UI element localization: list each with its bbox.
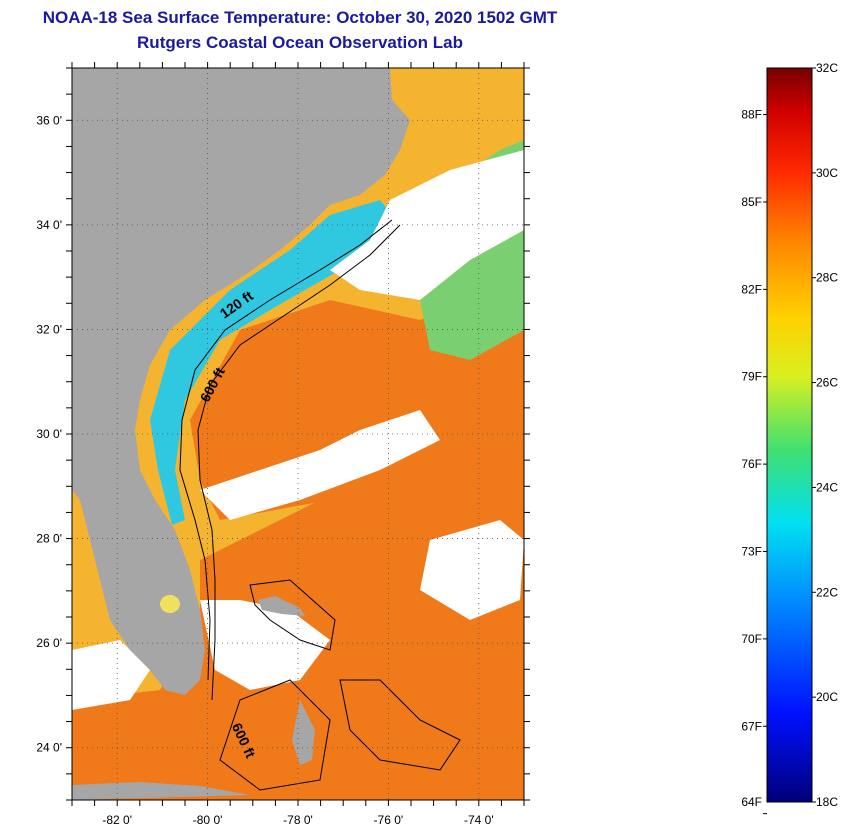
page-title: NOAA-18 Sea Surface Temperature: October… <box>42 8 558 27</box>
axis-ticks <box>66 62 530 806</box>
lat-tick-label: 26 0' <box>36 636 62 650</box>
colorbar-fahrenheit-labels: 88F 85F 82F 79F 76F 73F 70F 67F 64F <box>741 108 767 815</box>
cloud-mask <box>420 520 524 620</box>
land-mass-us <box>72 68 410 695</box>
colorbar-f-label: 70F <box>741 632 762 646</box>
colorbar-c-label: 30C <box>816 166 838 180</box>
colorbar-f-label: 64F <box>741 795 762 809</box>
cloud-mask <box>72 640 150 710</box>
latitude-labels: 36 0' 34 0' 32 0' 30 0' 28 0' 26 0' 24 0' <box>36 113 62 754</box>
colorbar-c-label: 22C <box>816 585 838 599</box>
colorbar-c-label: 24C <box>816 480 838 494</box>
lon-tick-label: -76 0' <box>374 813 404 827</box>
lat-tick-label: 34 0' <box>36 218 62 232</box>
colorbar-c-label: 32C <box>816 61 838 75</box>
lon-tick-label: -78 0' <box>283 813 313 827</box>
colorbar-f-label: 85F <box>741 195 762 209</box>
graticule <box>72 68 524 800</box>
colorbar-f-label: 88F <box>741 108 762 122</box>
colorbar-f-label: 73F <box>741 545 762 559</box>
depth-contour-bahamas <box>219 579 461 791</box>
land-mass-bahamas <box>258 596 305 616</box>
lon-tick-label: -82 0' <box>102 813 132 827</box>
colorbar-f-label: 82F <box>741 282 762 296</box>
cloud-mask <box>200 410 440 520</box>
cloud-mask <box>200 600 330 690</box>
lon-tick-label: -74 0' <box>464 813 494 827</box>
depth-contour-600ft <box>197 224 401 701</box>
lat-tick-label: 36 0' <box>36 113 62 127</box>
longitude-labels: -82 0' -80 0' -78 0' -76 0' -74 0' <box>102 813 493 827</box>
lat-tick-label: 24 0' <box>36 741 62 755</box>
colorbar-celsius-labels: 32C 30C 28C 26C 24C 22C 20C 18C <box>812 61 838 809</box>
lake-okeechobee <box>160 595 180 613</box>
colorbar-f-label: 79F <box>741 370 762 384</box>
colorbar-c-label: 20C <box>816 690 838 704</box>
land-mass-cuba <box>72 782 250 800</box>
colorbar-f-label: 67F <box>741 719 762 733</box>
colorbar-c-label: 18C <box>816 795 838 809</box>
lat-tick-label: 28 0' <box>36 532 62 546</box>
colorbar-c-label: 26C <box>816 376 838 390</box>
colorbar <box>766 67 813 803</box>
warm-water-region <box>72 400 524 800</box>
page-subtitle: Rutgers Coastal Ocean Observation Lab <box>137 33 463 52</box>
gulf-stream-region <box>190 300 524 520</box>
colorbar-c-label: 28C <box>816 271 838 285</box>
lat-tick-label: 32 0' <box>36 322 62 336</box>
lat-tick-label: 30 0' <box>36 427 62 441</box>
lon-tick-label: -80 0' <box>193 813 223 827</box>
cool-water-region <box>420 230 524 360</box>
colorbar-f-label: 76F <box>741 457 762 471</box>
depth-contour-120ft <box>179 219 393 681</box>
